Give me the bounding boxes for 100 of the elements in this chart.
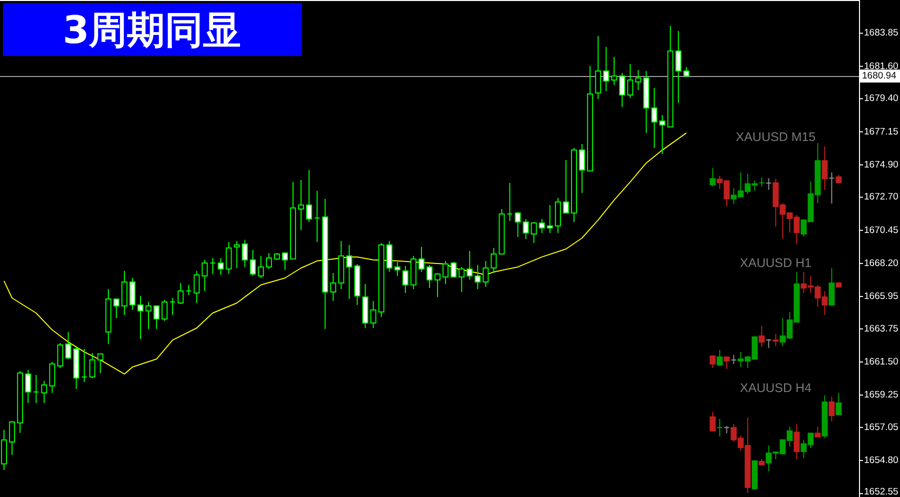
candlestick (716, 418, 723, 437)
candlestick (794, 423, 800, 460)
candlestick (758, 325, 765, 348)
candlestick (210, 257, 216, 275)
candlestick (530, 221, 537, 244)
candlestick (458, 266, 465, 292)
candlestick (814, 426, 821, 438)
candlestick (33, 374, 40, 404)
candlestick (766, 178, 772, 190)
candlestick (724, 356, 730, 370)
chart-title: 3周期同显 (62, 8, 242, 52)
candlestick (546, 204, 553, 234)
candlestick (266, 252, 272, 270)
candlestick (418, 246, 424, 272)
candlestick (129, 277, 136, 310)
candlestick (710, 168, 716, 187)
candlestick (226, 241, 232, 275)
candlestick (651, 87, 658, 148)
candlestick (250, 249, 256, 276)
y-tick-label: 1668.20 (864, 258, 898, 269)
ref-line-label: 1680.94 (862, 70, 896, 82)
y-tick-label: 1679.40 (864, 93, 898, 104)
candlestick (194, 270, 200, 304)
candlestick (394, 261, 400, 276)
candlestick (113, 298, 120, 318)
candlestick (675, 30, 682, 104)
candlestick (65, 331, 72, 360)
candlestick (611, 56, 618, 86)
candlestick (370, 300, 376, 328)
candlestick (137, 295, 144, 340)
y-tick-label: 1683.85 (864, 28, 898, 39)
candlestick (514, 211, 521, 238)
y-tick-label: 1663.75 (864, 323, 898, 334)
y-tick-label: 1661.50 (864, 356, 898, 368)
candlestick (170, 297, 176, 316)
candlestick (710, 411, 716, 432)
candlestick (434, 272, 441, 298)
y-tick-label: 1659.25 (864, 390, 898, 401)
candlestick (466, 250, 473, 280)
candlestick (562, 160, 569, 214)
candlestick (619, 72, 626, 108)
candlestick (836, 392, 842, 416)
candlestick (9, 420, 16, 456)
candlestick (635, 70, 642, 91)
candlestick (506, 182, 513, 222)
candlestick (186, 284, 192, 296)
candlestick (402, 265, 408, 294)
y-tick-label: 1654.80 (864, 455, 898, 466)
y-tick-label: 1657.05 (864, 422, 898, 433)
candlestick (386, 240, 392, 272)
candlestick (710, 355, 716, 368)
candlestick (579, 143, 586, 194)
candlestick (450, 261, 457, 278)
line-series (4, 132, 687, 375)
candlestick (49, 361, 56, 394)
candlestick (659, 114, 666, 154)
candlestick (306, 170, 312, 222)
candlestick (178, 282, 184, 305)
candlestick (828, 268, 835, 306)
candlestick (146, 301, 152, 330)
candlestick (25, 369, 32, 404)
chart-title: XAUUSD M15 (736, 130, 816, 144)
candlestick (41, 380, 48, 404)
candlestick (121, 270, 128, 316)
y-tick-label: 1652.55 (864, 486, 898, 497)
candlestick (716, 350, 723, 366)
candlestick (162, 299, 168, 322)
candlestick (538, 218, 545, 234)
y-tick-label: 1672.70 (864, 192, 898, 203)
chart-title: XAUUSD H4 (740, 381, 812, 395)
candlestick (627, 63, 634, 98)
candlestick (242, 239, 248, 268)
candlestick (683, 66, 690, 77)
candlestick (89, 352, 96, 379)
candlestick (554, 197, 561, 234)
candlestick (828, 396, 835, 422)
y-tick-label: 1665.95 (864, 291, 898, 302)
candlestick (772, 333, 779, 346)
candlestick (442, 260, 449, 285)
candlestick (522, 218, 529, 240)
candlestick (490, 247, 497, 274)
candlestick (282, 252, 288, 270)
candlestick (154, 305, 160, 330)
candlestick (426, 264, 432, 288)
candlestick (346, 244, 352, 300)
y-tick-label: 1670.45 (864, 224, 898, 236)
candlestick (1, 429, 8, 470)
candlestick (97, 353, 104, 374)
candlestick (81, 348, 88, 382)
y-tick-label: 1677.15 (864, 126, 898, 138)
chart-title: XAUUSD H1 (740, 256, 812, 270)
candlestick (822, 146, 828, 190)
candlestick (474, 264, 481, 290)
candlestick (482, 260, 489, 288)
candlestick (603, 46, 610, 92)
candlestick (298, 180, 304, 231)
candlestick (314, 190, 320, 242)
candlestick (330, 272, 336, 302)
candlestick (258, 255, 264, 278)
y-tick-label: 1681.60 (864, 60, 898, 72)
